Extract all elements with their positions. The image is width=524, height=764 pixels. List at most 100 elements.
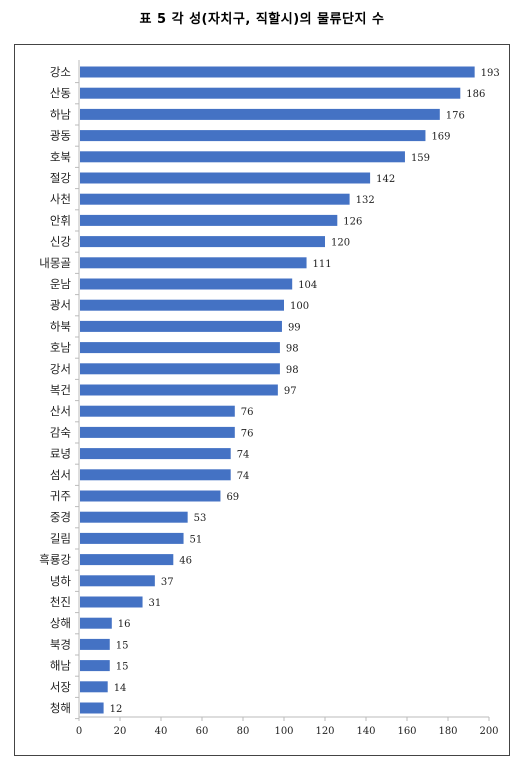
- category-label: 하남: [50, 107, 72, 121]
- bar: [80, 405, 235, 417]
- data-label: 98: [286, 344, 299, 355]
- bar: [80, 320, 282, 332]
- bar: [80, 490, 221, 502]
- category-label: 운남: [50, 277, 72, 291]
- data-label: 98: [286, 365, 299, 376]
- data-label: 74: [237, 471, 250, 482]
- data-label: 53: [194, 513, 207, 524]
- category-label: 료녕: [50, 447, 71, 461]
- category-label: 천진: [50, 595, 71, 609]
- x-tick-label: 20: [114, 726, 127, 737]
- data-label: 99: [288, 322, 301, 333]
- bar: [80, 660, 110, 672]
- bar: [80, 87, 461, 99]
- category-label: 서장: [50, 680, 72, 694]
- data-label: 15: [116, 640, 129, 651]
- category-label: 내몽골: [39, 256, 71, 270]
- x-tick-label: 180: [438, 726, 457, 737]
- data-label: 176: [446, 110, 465, 121]
- category-label: 녕하: [50, 574, 72, 588]
- data-label: 31: [149, 598, 162, 609]
- bar: [80, 532, 184, 544]
- category-label: 광서: [50, 298, 71, 312]
- data-label: 12: [110, 704, 123, 715]
- category-label: 흑룡강: [39, 553, 71, 567]
- x-tick-label: 60: [196, 726, 209, 737]
- bar: [80, 511, 188, 523]
- data-label: 142: [376, 174, 395, 185]
- bar: [80, 151, 405, 163]
- category-label: 절강: [50, 171, 72, 185]
- data-label: 76: [241, 428, 254, 439]
- bar: [80, 236, 325, 248]
- data-label: 126: [343, 216, 362, 227]
- x-tick-label: 80: [237, 726, 250, 737]
- x-tick-label: 0: [76, 726, 82, 737]
- data-label: 186: [466, 89, 485, 100]
- data-label: 15: [116, 662, 129, 673]
- bar: [80, 426, 235, 438]
- data-label: 37: [161, 577, 174, 588]
- bar: [80, 278, 293, 290]
- data-label: 111: [313, 259, 332, 270]
- category-label: 길림: [50, 531, 71, 545]
- category-label: 강서: [50, 362, 71, 376]
- bar: [80, 299, 284, 311]
- category-label: 산서: [50, 404, 71, 418]
- x-tick-label: 140: [356, 726, 375, 737]
- category-label: 상해: [50, 616, 71, 630]
- chart-frame: [14, 44, 510, 756]
- data-label: 16: [118, 619, 131, 630]
- x-tick-label: 40: [155, 726, 168, 737]
- bar: [80, 130, 426, 142]
- category-label: 사천: [50, 192, 71, 206]
- bar: [80, 214, 338, 226]
- bar: [80, 172, 371, 184]
- category-label: 청해: [50, 701, 71, 715]
- x-tick-label: 160: [397, 726, 416, 737]
- category-label: 하북: [50, 319, 71, 333]
- category-label: 안휘: [50, 213, 71, 227]
- bar: [80, 575, 155, 587]
- bar: [80, 638, 110, 650]
- data-label: 132: [356, 195, 375, 206]
- data-label: 97: [284, 386, 297, 397]
- category-label: 호북: [50, 150, 71, 164]
- data-label: 74: [237, 450, 250, 461]
- data-label: 100: [290, 301, 309, 312]
- data-label: 169: [431, 132, 450, 143]
- category-label: 광동: [50, 129, 71, 143]
- bar: [80, 554, 174, 566]
- category-label: 중경: [50, 510, 71, 524]
- bar: [80, 596, 143, 608]
- category-label: 북경: [50, 637, 71, 651]
- category-label: 섬서: [50, 468, 71, 482]
- data-label: 46: [179, 556, 192, 567]
- bar: [80, 448, 231, 460]
- bar: [80, 363, 280, 375]
- category-label: 해남: [50, 659, 72, 673]
- data-label: 193: [481, 68, 500, 79]
- x-tick-label: 200: [479, 726, 498, 737]
- data-label: 159: [411, 153, 430, 164]
- category-label: 강소: [50, 65, 71, 79]
- chart-title: 표 5 각 성(자치구, 직할시)의 물류단지 수: [139, 12, 385, 27]
- data-label: 76: [241, 407, 254, 418]
- data-label: 120: [331, 238, 350, 249]
- category-label: 귀주: [50, 489, 71, 503]
- data-label: 104: [298, 280, 317, 291]
- bar: [80, 617, 112, 629]
- bar: [80, 702, 104, 714]
- data-label: 14: [114, 683, 127, 694]
- x-tick-label: 100: [274, 726, 293, 737]
- category-label: 복건: [50, 383, 71, 397]
- bar: [80, 342, 280, 354]
- category-label: 감숙: [50, 425, 71, 439]
- data-label: 69: [226, 492, 239, 503]
- bar: [80, 469, 231, 481]
- bar: [80, 108, 440, 120]
- bar: [80, 384, 278, 396]
- data-label: 51: [190, 534, 203, 545]
- bar: [80, 66, 475, 78]
